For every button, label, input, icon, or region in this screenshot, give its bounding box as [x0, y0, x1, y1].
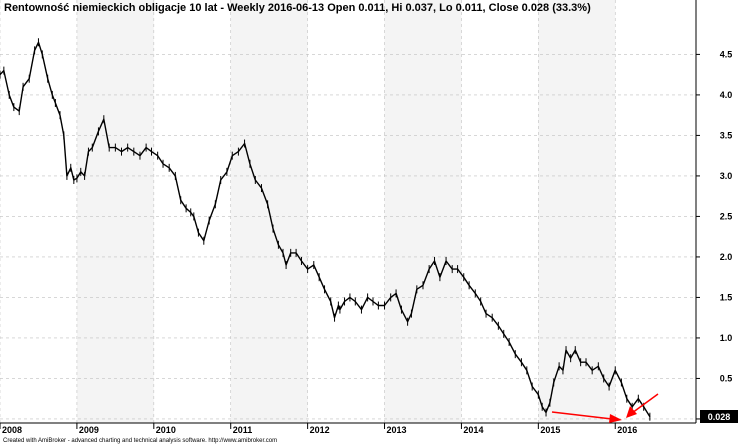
year-band: [76, 0, 154, 423]
y-tick-label: 1.0: [720, 333, 733, 343]
y-tick-label: 3.5: [720, 130, 733, 140]
year-band: [384, 0, 462, 423]
x-tick-label: 2008: [2, 425, 22, 435]
x-tick-label: 2014: [463, 425, 483, 435]
y-tick-label: 2.0: [720, 252, 733, 262]
y-tick-label: 2.5: [720, 211, 733, 221]
year-band: [538, 0, 616, 423]
y-tick-label: 4.5: [720, 49, 733, 59]
y-axis-ticks: 00.51.01.52.02.53.03.54.04.5: [696, 49, 732, 424]
x-tick-label: 2010: [156, 425, 176, 435]
price-series: [0, 38, 651, 421]
y-tick-label: 3.0: [720, 171, 733, 181]
x-tick-label: 2015: [540, 425, 560, 435]
footer-credit: Created with AmiBroker - advanced charti…: [3, 438, 277, 444]
x-axis-ticks: 2008 2009 2010 2011 2012 2013 2014 2015 2016: [0, 423, 637, 435]
price-line: [0, 41, 651, 418]
x-tick-label: 2016: [617, 425, 637, 435]
y-tick-label: 1.5: [720, 292, 733, 302]
grid-lines: [0, 0, 696, 423]
x-tick-label: 2009: [79, 425, 99, 435]
last-value-badge: [700, 410, 738, 423]
chart-title: Rentowność niemieckich obligacje 10 lat …: [4, 2, 591, 14]
x-tick-label: 2012: [310, 425, 330, 435]
last-value-label: 0.028: [708, 412, 731, 422]
annotation-arrows: [551, 393, 659, 423]
x-tick-label: 2011: [233, 425, 253, 435]
y-tick-label: 4.0: [720, 90, 733, 100]
x-tick-label: 2013: [387, 425, 407, 435]
y-tick-label: 0.5: [720, 373, 733, 383]
